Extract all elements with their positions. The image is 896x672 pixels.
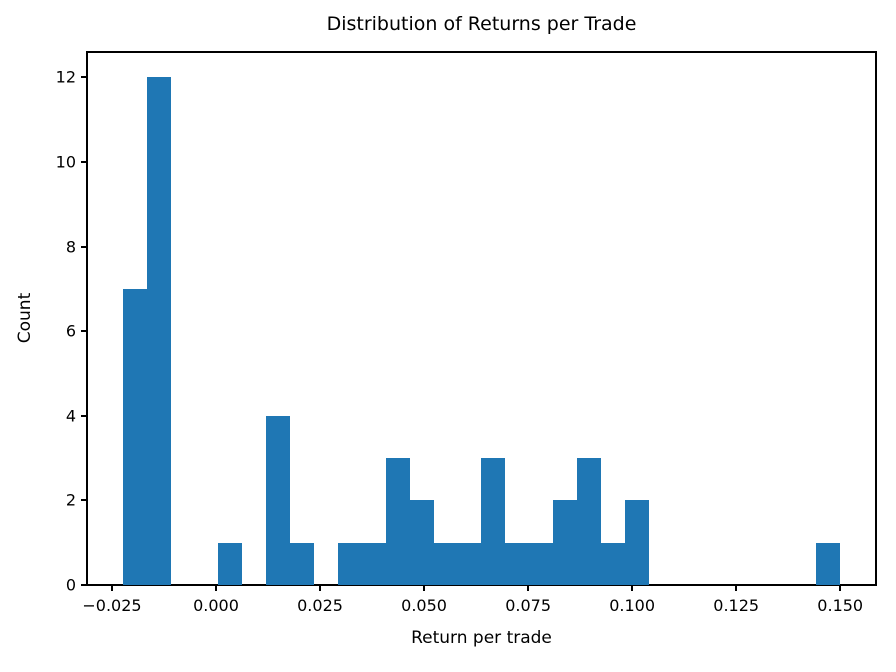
- histogram-bar: [529, 542, 554, 585]
- histogram-bar: [122, 288, 147, 585]
- y-tick: [81, 414, 87, 417]
- x-tick-label: 0.000: [193, 596, 239, 615]
- histogram-bar: [361, 542, 386, 585]
- x-tick: [215, 585, 217, 591]
- x-tick: [839, 585, 842, 591]
- x-tick-label: 0.025: [297, 596, 343, 615]
- y-tick-label: 6: [65, 321, 76, 341]
- histogram-bar: [505, 542, 530, 585]
- y-tick: [81, 245, 87, 248]
- x-tick-label: −0.025: [82, 596, 142, 615]
- x-tick: [423, 585, 426, 591]
- x-tick-label: 0.100: [609, 596, 656, 615]
- y-tick: [81, 76, 87, 79]
- histogram-bar: [433, 542, 458, 585]
- chart-title: Distribution of Returns per Trade: [326, 13, 637, 35]
- y-tick-label: 2: [65, 490, 76, 510]
- histogram-bar: [457, 542, 482, 585]
- histogram-bar: [601, 542, 625, 585]
- x-axis-label: Return per trade: [411, 628, 552, 648]
- plot-area: −0.025 0.000 0.025 0.050 0.075 0.100 0.125 0.15…: [56, 51, 877, 615]
- y-tick-label: 8: [65, 237, 76, 257]
- histogram-bar: [409, 500, 434, 585]
- histogram-bar: [218, 542, 243, 585]
- x-tick: [319, 585, 322, 591]
- x-tick: [735, 585, 738, 591]
- y-axis-label: Count: [15, 292, 35, 344]
- histogram-bar: [290, 542, 314, 585]
- histogram-bar: [624, 500, 649, 585]
- histogram-bar: [577, 458, 602, 585]
- x-tick-label: 0.050: [401, 596, 447, 615]
- histogram-bar: [385, 458, 410, 585]
- histogram-bar: [816, 542, 841, 585]
- histogram-bar: [266, 415, 291, 585]
- x-tick: [527, 585, 530, 591]
- y-tick-label: 4: [65, 406, 76, 426]
- x-tick-label: 0.075: [505, 596, 552, 615]
- y-tick-label: 0: [65, 575, 76, 595]
- y-tick: [81, 330, 87, 333]
- histogram-bar: [553, 500, 578, 585]
- y-tick: [81, 499, 87, 502]
- x-tick: [631, 585, 634, 591]
- histogram-bar: [146, 77, 171, 585]
- histogram-bar: [481, 458, 506, 585]
- y-tick-label: 10: [55, 152, 76, 172]
- y-tick: [81, 584, 87, 586]
- x-tick: [110, 585, 113, 591]
- x-tick-label: 0.150: [817, 596, 864, 615]
- y-tick-label: 12: [55, 67, 76, 87]
- y-tick: [81, 160, 87, 163]
- x-tick-label: 0.125: [713, 596, 760, 615]
- histogram-bar: [337, 542, 362, 585]
